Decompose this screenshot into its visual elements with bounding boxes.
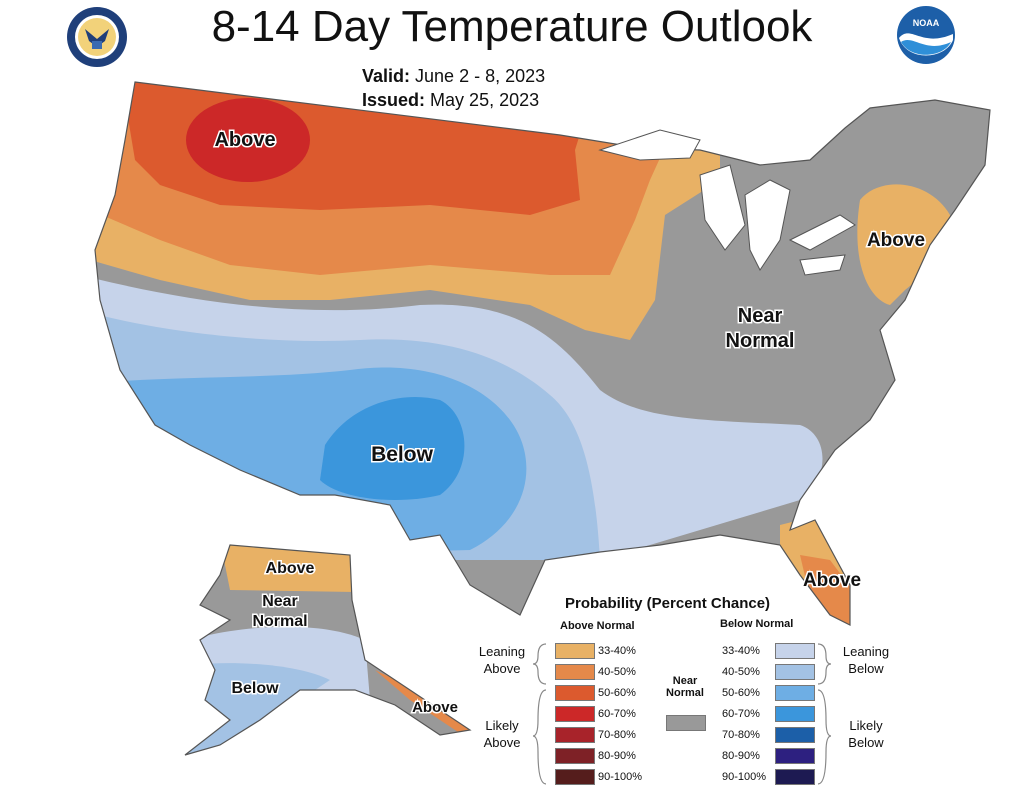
legend-above-swatch [555, 664, 595, 680]
valid-line: Valid: June 2 - 8, 2023 [362, 66, 545, 87]
legend-above-range-label: 40-50% [598, 666, 636, 678]
legend-near-line2: Normal [666, 687, 704, 699]
legend-above-swatch [555, 706, 595, 722]
label-near-alaska-line2: Normal [252, 613, 307, 630]
legend-below-range-label: 60-70% [722, 708, 760, 720]
legend-brace-right [817, 643, 832, 785]
legend-below-range-label: 50-60% [722, 687, 760, 699]
great-lakes [598, 129, 856, 276]
label-above-alaska-north: Above [266, 560, 315, 577]
legend-likely-below: Likely Below [836, 717, 896, 751]
legend-likely-above: Likely Above [470, 717, 534, 751]
leaning-below-line2: Below [848, 661, 884, 676]
legend-below-range-label: 70-80% [722, 729, 760, 741]
legend-near-normal-label: Near Normal [660, 675, 710, 699]
legend-above-swatch [555, 727, 595, 743]
label-above-northwest: Above [214, 129, 275, 151]
legend-near-line1: Near [672, 675, 698, 687]
legend-below-swatch [775, 769, 815, 785]
legend-brace-left [532, 643, 547, 785]
likely-below-line1: Likely [849, 718, 883, 733]
leaning-above-line1: Leaning [478, 644, 526, 659]
legend-near-normal-swatch [666, 715, 706, 731]
legend-below-range-label: 33-40% [722, 645, 760, 657]
legend-below-header: Below Normal [720, 618, 794, 630]
legend-leaning-above: Leaning Above [470, 643, 534, 677]
conus-outline [94, 81, 991, 626]
legend-above-range-label: 50-60% [598, 687, 636, 699]
legend-below-range-label: 40-50% [722, 666, 760, 678]
legend-above-swatch [555, 643, 595, 659]
legend-above-range-label: 80-90% [598, 750, 636, 762]
legend-title: Probability (Percent Chance) [565, 595, 771, 612]
likely-above-line1: Likely [485, 718, 519, 733]
issued-date: May 25, 2023 [430, 90, 540, 110]
label-above-northeast: Above [867, 230, 925, 251]
label-above-alaska-panhandle: Above [412, 699, 458, 716]
leaning-above-line2: Above [483, 661, 521, 676]
legend-above-range-label: 90-100% [598, 771, 643, 783]
noaa-logo-icon: NOAA [897, 6, 955, 64]
legend-below-swatch [775, 748, 815, 764]
legend-below-range-label: 80-90% [722, 750, 760, 762]
page-title: 8-14 Day Temperature Outlook [211, 2, 813, 51]
valid-label: Valid: [362, 66, 411, 86]
svg-text:NOAA: NOAA [913, 18, 940, 28]
legend-below-swatch [775, 706, 815, 722]
legend-below-swatch [775, 643, 815, 659]
legend-below-range-label: 90-100% [722, 771, 767, 783]
legend-above-range-label: 60-70% [598, 708, 636, 720]
legend-above-header: Above Normal [560, 620, 635, 632]
label-above-florida: Above [803, 570, 861, 591]
legend-above-range-label: 70-80% [598, 729, 636, 741]
legend-leaning-below: Leaning Below [836, 643, 896, 677]
label-near-alaska-line1: Near [262, 593, 298, 610]
legend-below-swatch [775, 664, 815, 680]
label-below-alaska: Below [231, 680, 279, 697]
alaska-outline [184, 544, 472, 756]
legend-above-swatch [555, 748, 595, 764]
likely-below-line2: Below [848, 735, 884, 750]
leaning-below-line1: Leaning [842, 644, 890, 659]
issued-line: Issued: May 25, 2023 [362, 90, 539, 111]
label-below-southwest: Below [371, 443, 434, 466]
label-near-normal-line1: Near [738, 305, 783, 327]
legend-above-swatch [555, 685, 595, 701]
commerce-seal-icon [67, 7, 127, 67]
legend-below-swatch [775, 727, 815, 743]
issued-label: Issued: [362, 90, 426, 110]
legend-below-swatch [775, 685, 815, 701]
likely-above-line2: Above [483, 735, 521, 750]
legend-above-swatch [555, 769, 595, 785]
valid-dates: June 2 - 8, 2023 [415, 66, 546, 86]
alaska-probability-fill [185, 545, 470, 755]
legend-above-range-label: 33-40% [598, 645, 636, 657]
label-near-normal-line2: Normal [726, 330, 795, 352]
